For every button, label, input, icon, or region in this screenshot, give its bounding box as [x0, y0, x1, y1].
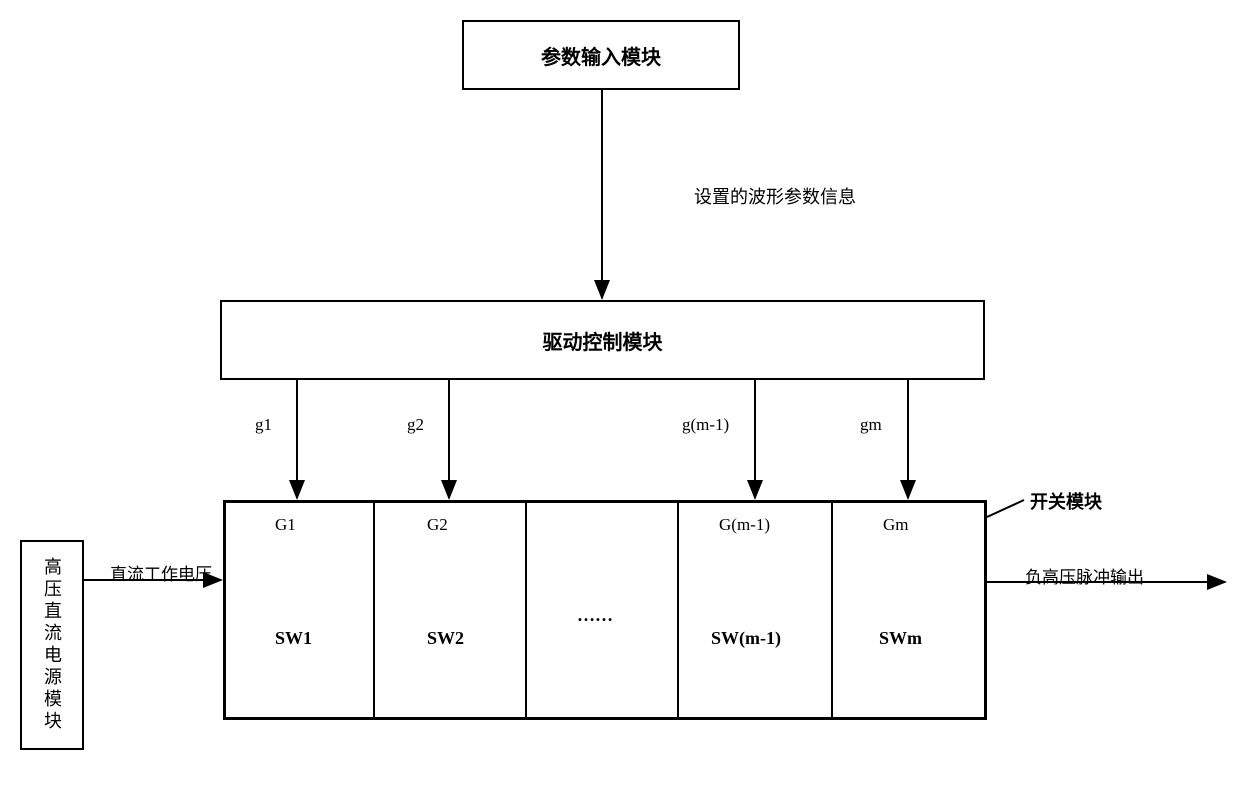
- power-supply-box: 高压直流电源模块: [20, 540, 84, 750]
- switch-label-pointer: [987, 500, 1024, 517]
- g1-signal-label: g1: [255, 415, 272, 435]
- swm-label: SWm: [879, 628, 922, 649]
- power-supply-title: 高压直流电源模块: [39, 557, 65, 733]
- switch-cell-4: G(m-1) SW(m-1): [679, 500, 833, 720]
- param-input-title: 参数输入模块: [541, 41, 661, 70]
- dc-voltage-label: 直流工作电压: [110, 560, 212, 585]
- waveform-info-label: 设置的波形参数信息: [694, 183, 856, 209]
- gm1-signal-label: g(m-1): [682, 415, 729, 435]
- sw2-label: SW2: [427, 628, 464, 649]
- g2-signal-label: g2: [407, 415, 424, 435]
- gm-signal-label: gm: [860, 415, 882, 435]
- param-input-box: 参数输入模块: [462, 20, 740, 90]
- switch-cell-1: G1 SW1: [223, 500, 375, 720]
- switch-module-label: 开关模块: [1030, 488, 1102, 514]
- gm1-port-label: G(m-1): [719, 515, 770, 535]
- output-label: 负高压脉冲输出: [1025, 563, 1144, 588]
- sw1-label: SW1: [275, 628, 312, 649]
- drive-control-title: 驱动控制模块: [543, 326, 663, 355]
- switch-cell-5: Gm SWm: [833, 500, 987, 720]
- gm-port-label: Gm: [883, 515, 909, 535]
- g2-port-label: G2: [427, 515, 448, 535]
- swm1-label: SW(m-1): [711, 628, 781, 649]
- switch-cell-3: ……: [527, 500, 679, 720]
- drive-control-box: 驱动控制模块: [220, 300, 985, 380]
- switch-cell-2: G2 SW2: [375, 500, 527, 720]
- g1-port-label: G1: [275, 515, 296, 535]
- sw-ellipsis: ……: [577, 605, 613, 626]
